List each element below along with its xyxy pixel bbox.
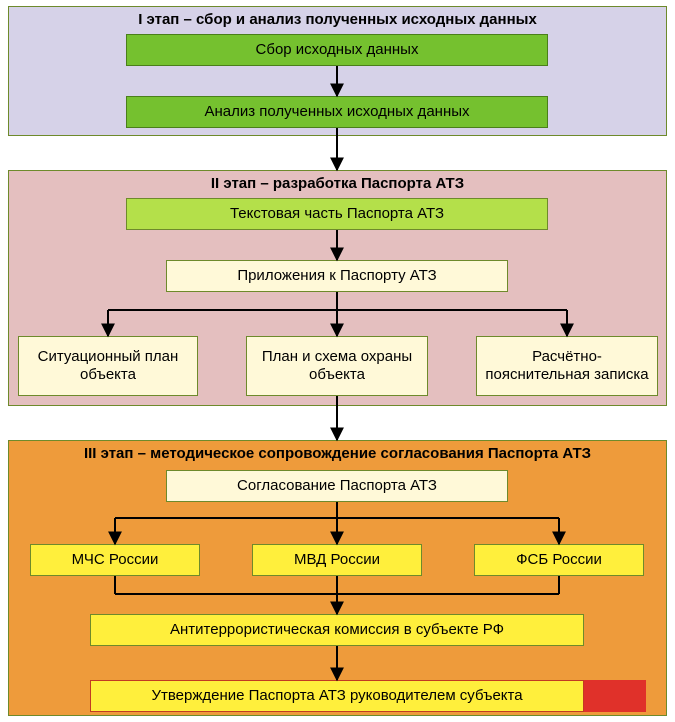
box-s2b1: Текстовая часть Паспорта АТЗ [126, 198, 548, 230]
stage3-title: III этап – методическое сопровождение со… [9, 441, 666, 468]
red-patch [584, 680, 646, 712]
box-s2b2: Приложения к Паспорту АТЗ [166, 260, 508, 292]
box-s3b1: Согласование Паспорта АТЗ [166, 470, 508, 502]
box-s2b5: Расчётно-пояснительная записка [476, 336, 658, 396]
stage2-title: II этап – разработка Паспорта АТЗ [9, 171, 666, 198]
box-s3b3: МВД России [252, 544, 422, 576]
box-s1b2: Анализ полученных исходных данных [126, 96, 548, 128]
box-s1b1: Сбор исходных данных [126, 34, 548, 66]
box-s3b4: ФСБ России [474, 544, 644, 576]
stage1-title: I этап – сбор и анализ полученных исходн… [9, 7, 666, 34]
box-s2b3: Ситуационный план объекта [18, 336, 198, 396]
box-s3b2: МЧС России [30, 544, 200, 576]
box-s3b6: Утверждение Паспорта АТЗ руководителем с… [90, 680, 584, 712]
box-s3b5: Антитеррористическая комиссия в субъекте… [90, 614, 584, 646]
box-s2b4: План и схема охраны объекта [246, 336, 428, 396]
